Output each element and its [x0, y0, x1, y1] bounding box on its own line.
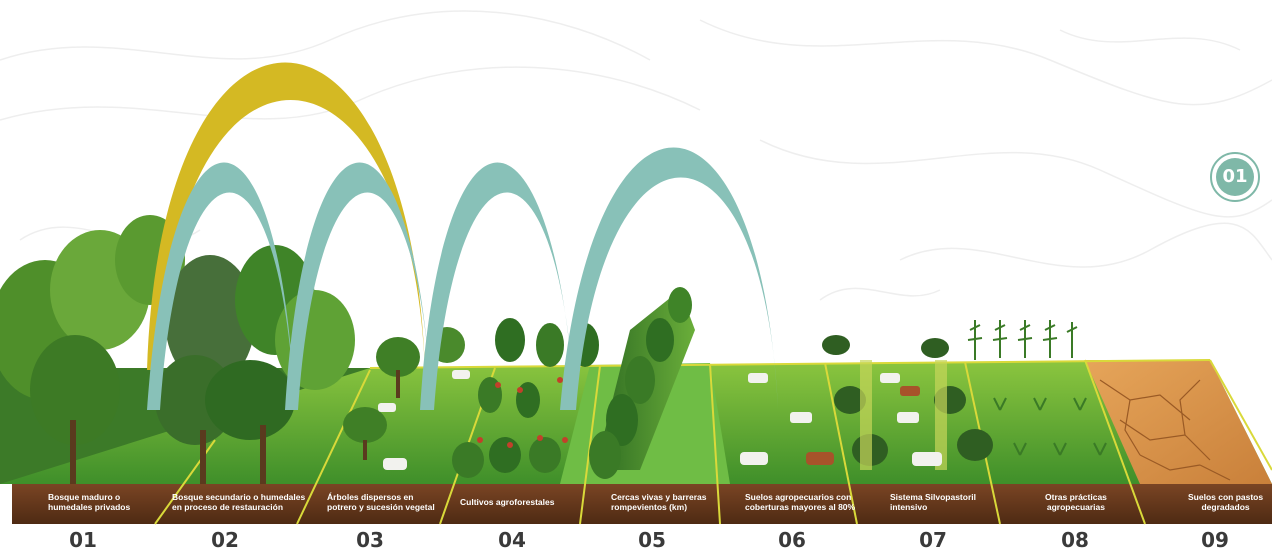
zone-number-09: 09 — [1201, 528, 1229, 552]
zone-number-03: 03 — [356, 528, 384, 552]
zone-label-05: Cercas vivas y barreras rompevientos (km… — [611, 492, 707, 512]
section-badge-number: 01 — [1216, 158, 1254, 196]
zone-label-04: Cultivos agroforestales — [460, 497, 555, 507]
zone-label-06: Suelos agropecuarios con coberturas mayo… — [745, 492, 856, 512]
zone-number-01: 01 — [69, 528, 97, 552]
zone-label-08: Otras prácticas agropecuarias — [1045, 492, 1107, 512]
zone-label-02: Bosque secundario o humedales en proceso… — [172, 492, 306, 512]
connectivity-arcs — [147, 62, 778, 410]
silvopastoral-trees — [822, 335, 993, 470]
zone-number-08: 08 — [1061, 528, 1089, 552]
arc-teal-1 — [147, 162, 295, 410]
zone-number-06: 06 — [778, 528, 806, 552]
zone-number-02: 02 — [211, 528, 239, 552]
zone-number-05: 05 — [638, 528, 666, 552]
cattle — [378, 370, 942, 470]
zone-number-04: 04 — [498, 528, 526, 552]
zone-label-07: Sistema Silvopastoril intensivo — [890, 492, 976, 512]
arc-teal-4 — [560, 147, 778, 410]
zone-number-07: 07 — [919, 528, 947, 552]
corn-crops — [967, 320, 1107, 456]
zone-label-03: Árboles dispersos en potrero y sucesión … — [327, 492, 435, 512]
zone-label-01: Bosque maduro o humedales privados — [48, 492, 131, 512]
arc-teal-2 — [285, 162, 432, 410]
living-fence — [589, 287, 695, 479]
arc-teal-3 — [420, 162, 575, 410]
section-badge: 01 — [1210, 152, 1260, 202]
zone-label-09: Suelos con pastos degradados — [1188, 492, 1264, 512]
arc-large-yellow — [147, 62, 425, 370]
